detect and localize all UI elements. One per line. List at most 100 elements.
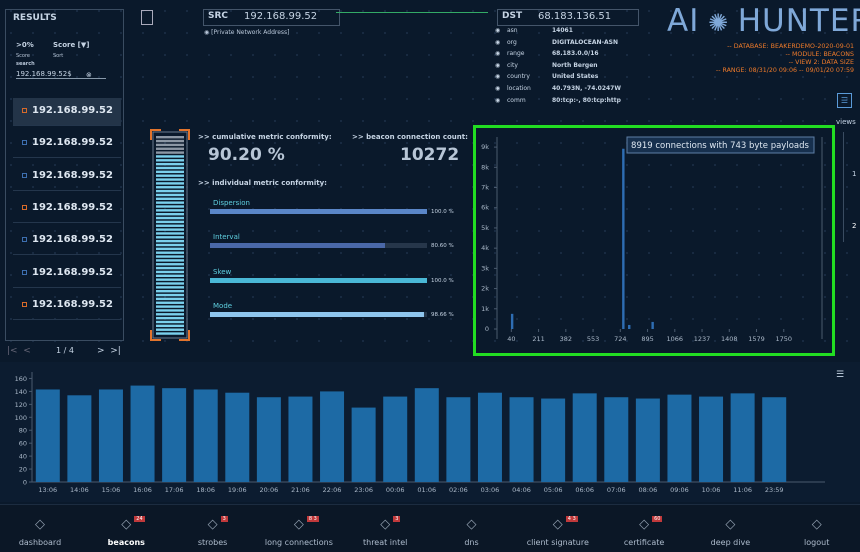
field-value: DIGITALOCEAN-ASN [552,38,618,46]
nav-icon: ◇ [293,517,304,532]
export-icon[interactable] [141,10,153,25]
result-row[interactable]: 192.168.99.52 [13,163,121,191]
result-row[interactable]: 192.168.99.52 [13,292,121,320]
gauge-bracket [150,129,161,140]
gauge-segment [156,332,184,335]
info-line: -- VIEW 2: DATA SIZE [788,59,854,66]
field-key: org [507,38,517,46]
individual-label: >> individual metric conformity: [198,179,327,187]
nav-item[interactable]: ◇ 4 3 client signature [515,512,601,550]
y-tick-label: 20 [19,466,27,474]
metric-bar [210,243,385,249]
gauge-segment [156,301,184,304]
gauge-frame [152,131,188,339]
view-option[interactable]: 2 [852,222,857,230]
x-tick-label: 1237 [694,335,711,343]
nav-label: strobes [197,538,228,547]
result-row[interactable]: 192.168.99.52 [13,227,121,256]
gauge-segment [156,174,184,177]
x-tick-label: 01:06 [417,486,436,494]
nav-item[interactable]: ◇ logout [774,512,860,550]
clear-icon[interactable]: ⊗ [86,71,92,79]
bar [699,396,724,482]
row-marker [22,301,27,307]
nav-item[interactable]: ◇ 60 certificate [601,512,687,550]
gauge-segment [156,255,184,258]
gauge-bracket [179,129,190,140]
search-input[interactable]: 192.168.99.52$ [16,70,106,79]
field-dot: ◉ [495,38,501,46]
result-row[interactable]: 192.168.99.52 [13,260,121,288]
result-row[interactable]: 192.168.99.52 [13,98,121,126]
gauge-segment [156,197,184,200]
gauge-segment [156,162,184,166]
nav-label: beacons [107,538,145,547]
gauge-bracket [150,330,161,341]
x-tick-label: 11:06 [733,486,752,494]
bar [98,389,123,482]
dst-box: DST 68.183.136.51 [497,9,639,26]
views-icon[interactable]: ☰ [837,93,852,108]
filter[interactable]: >0% [16,41,34,49]
dst-label: DST [502,11,523,21]
metric-value: 100.0 % [431,277,454,284]
gauge-segment [156,278,184,281]
pager-next[interactable]: > >| [97,346,121,356]
bar [604,397,629,482]
x-tick-label: 09:06 [670,486,689,494]
nav-label: dashboard [18,538,62,547]
x-tick-label: 19:06 [228,486,247,494]
connector [336,12,488,13]
field-dot: ◉ [495,61,501,69]
gauge-bracket [179,330,190,341]
result-row[interactable]: 192.168.99.52 [13,130,121,159]
view-option[interactable]: 1 [852,170,857,178]
bar [477,392,502,482]
views-label: views [836,118,856,126]
metric-bar [210,277,427,283]
nav-item[interactable]: ◇ 24 beacons [83,512,169,550]
bar [622,148,625,329]
result-row[interactable]: 192.168.99.52 [13,195,121,223]
gauge-segment [156,143,184,147]
bar [572,393,597,482]
field-key: asn [507,27,518,34]
nav-item[interactable]: ◇ dashboard [0,512,83,550]
gauge-segment [156,293,184,297]
y-tick-label: 120 [15,401,27,409]
nav-item[interactable]: ◇ dns [429,512,515,550]
nav-item[interactable]: ◇ 8 3 long connections [256,512,342,550]
nav-item[interactable]: ◇ deep dive [687,512,773,550]
src-note: ◉ [Private Network Address] [204,29,290,36]
highlight-box [473,125,835,356]
search-label: search [16,61,35,67]
field-key: country [507,73,530,81]
bar [446,397,471,482]
field-value: 68.183.0.0/16 [552,50,599,58]
row-ip: 192.168.99.52 [32,298,113,310]
nav-badge: 24 [134,516,145,522]
sort[interactable]: Score [▼] [53,41,90,49]
metric-value: 100.0 % [431,209,454,215]
x-tick-label: 1408 [721,335,738,343]
pager-first[interactable]: |< < [7,346,31,356]
cumulative-label: >> cumulative metric conformity: [198,133,332,141]
y-tick-label: 0 [23,479,27,487]
row-ip: 192.168.99.52 [32,234,113,246]
chart-menu[interactable]: ☰ [836,370,845,380]
field-dot: ◉ [495,96,501,104]
nav-item[interactable]: ◇ 3 threat intel [342,512,428,550]
bar [288,396,313,482]
nav-badge: 4 3 [565,516,578,522]
x-tick-label: 15:06 [102,486,121,494]
gauge-segment [156,155,184,158]
gauge-segment [156,186,184,189]
gauge-segment [156,309,184,312]
src-label: SRC [208,11,229,21]
y-tick-label: 2k [481,285,489,293]
x-tick-label: 1750 [775,335,792,343]
info-line: -- RANGE: 08/31/20 09:06 -- 09/01/20 07:… [715,67,854,74]
bar [383,396,408,482]
nav-item[interactable]: ◇ 3 strobes [170,512,256,550]
bar [730,393,755,482]
